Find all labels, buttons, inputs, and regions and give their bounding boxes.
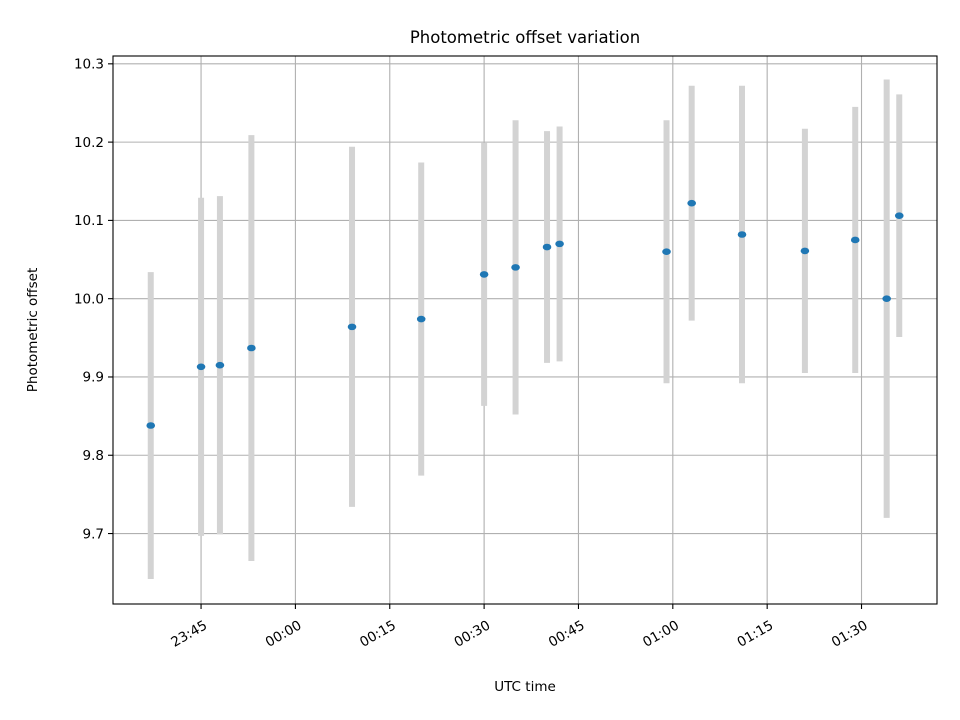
data-point [662, 248, 671, 256]
data-points [146, 199, 904, 429]
x-axis-label: UTC time [494, 679, 556, 695]
y-tick-label: 10.3 [74, 57, 104, 73]
y-axis-ticks: 9.7 9.8 9.9 10.0 10.1 10.2 10.3 [74, 57, 113, 542]
x-tick-label: 00:00 [263, 617, 305, 650]
x-tick-label: 00:30 [451, 617, 493, 650]
data-point [416, 315, 426, 323]
error-bars [147, 79, 903, 579]
data-point [146, 422, 156, 429]
y-tick-label: 9.7 [83, 526, 104, 542]
data-point [247, 344, 256, 352]
x-tick-label: 23:45 [168, 617, 210, 650]
x-tick-label: 00:15 [357, 617, 399, 650]
x-tick-label: 00:45 [546, 617, 588, 650]
data-point [894, 212, 904, 220]
y-tick-label: 9.9 [83, 370, 104, 386]
data-point [882, 295, 891, 302]
y-tick-label: 10.1 [74, 213, 104, 229]
data-point [737, 231, 747, 238]
x-tick-label: 01:15 [735, 617, 777, 650]
data-point [215, 361, 225, 369]
grid [113, 56, 937, 604]
data-point [850, 236, 860, 244]
x-axis-ticks: 23:45 00:00 00:15 00:30 00:45 01:00 01:15 01:30 [168, 604, 871, 651]
data-point [687, 199, 696, 207]
data-point [196, 363, 206, 371]
x-tick-label: 01:30 [829, 617, 871, 650]
y-axis-label: Photometric offset [25, 268, 41, 392]
y-tick-label: 10.2 [74, 135, 104, 151]
data-point [555, 240, 564, 248]
plot-frame [112, 55, 938, 605]
data-point [347, 323, 357, 331]
y-tick-label: 9.8 [83, 448, 104, 464]
data-point [542, 243, 552, 251]
chart-title: Photometric offset variation [410, 28, 640, 47]
y-tick-label: 10.0 [74, 291, 104, 307]
data-point [479, 271, 489, 278]
data-point [511, 264, 520, 271]
x-tick-label: 01:00 [640, 617, 682, 650]
data-point [800, 247, 810, 255]
